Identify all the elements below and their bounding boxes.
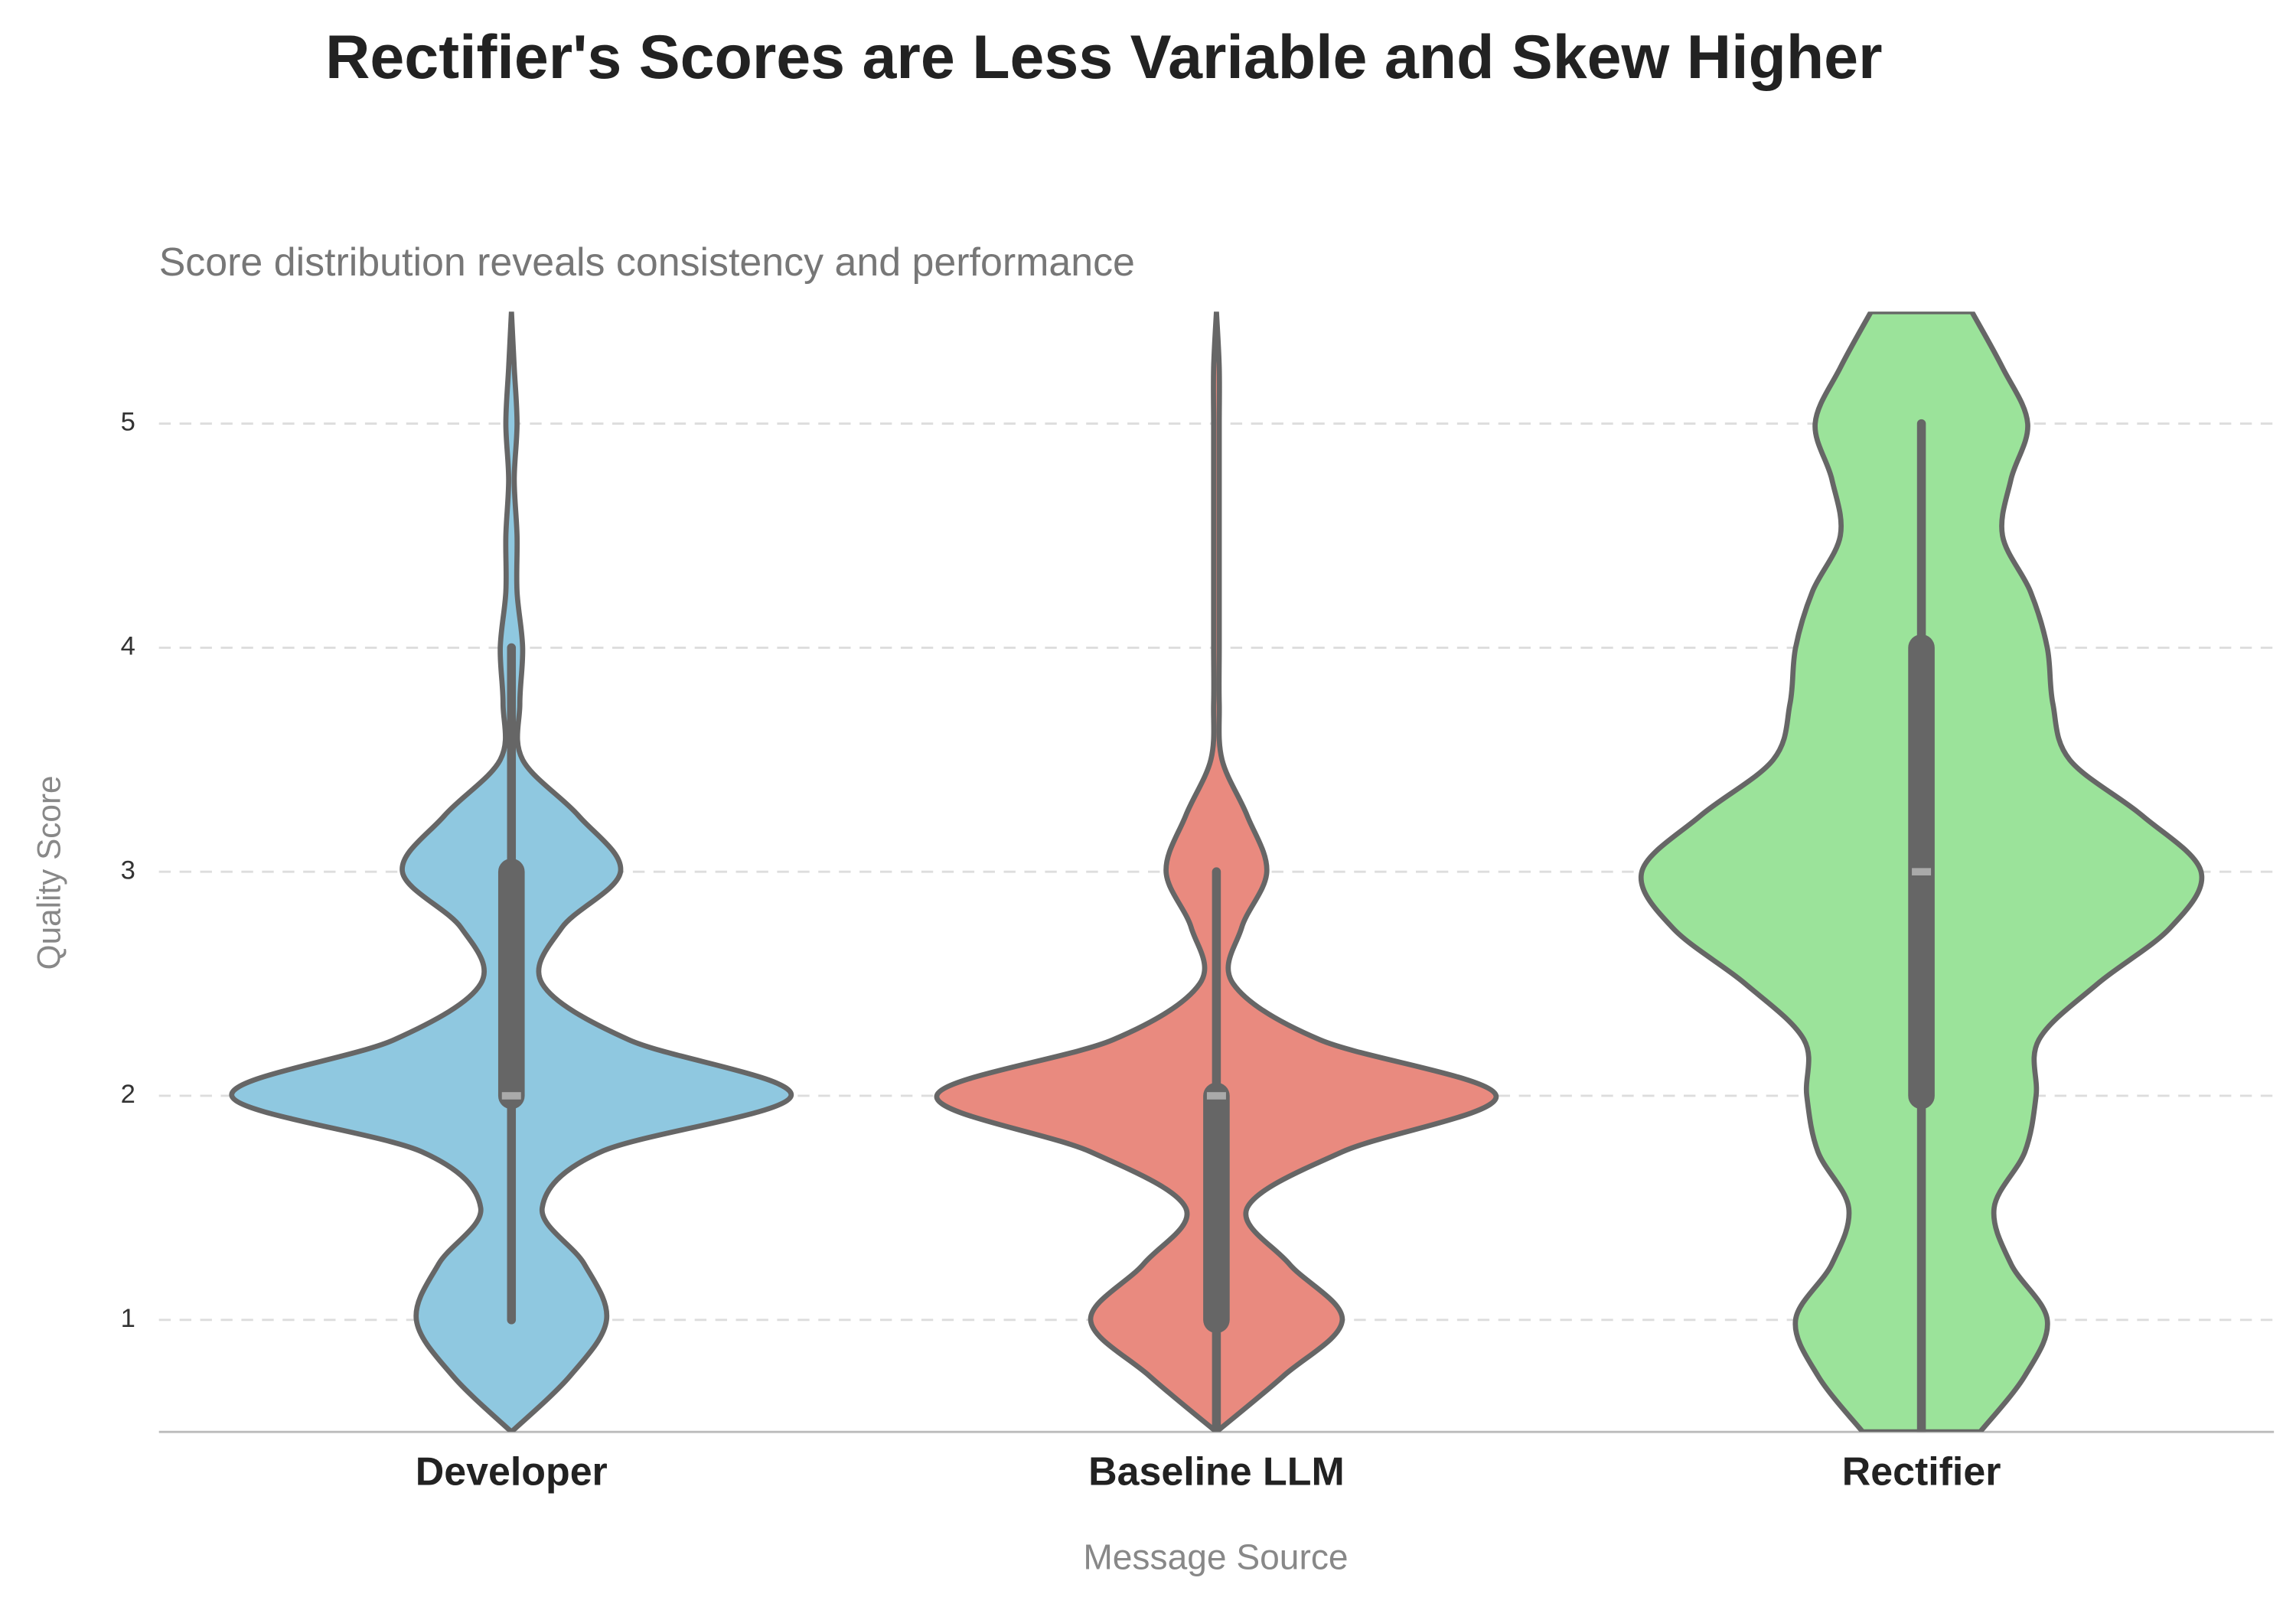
y-tick-label: 5 bbox=[121, 408, 135, 437]
median bbox=[500, 1090, 523, 1101]
x-tick-label: Developer bbox=[416, 1450, 608, 1495]
plot-area bbox=[229, 311, 2205, 1433]
median bbox=[1910, 866, 1933, 877]
y-tick-label: 1 bbox=[121, 1304, 135, 1333]
chart-title: Rectifier's Scores are Less Variable and… bbox=[325, 23, 1882, 92]
x-tick-label: Rectifier bbox=[1842, 1450, 2001, 1495]
y-tick-label: 2 bbox=[121, 1080, 135, 1109]
chart-subtitle: Score distribution reveals consistency a… bbox=[159, 240, 1135, 285]
y-axis-label: Quality Score bbox=[31, 775, 67, 970]
y-tick-label: 3 bbox=[121, 856, 135, 885]
y-tick-label: 4 bbox=[121, 632, 135, 661]
median bbox=[1205, 1090, 1228, 1101]
x-axis-label: Message Source bbox=[1083, 1537, 1348, 1577]
x-tick-label: Baseline LLM bbox=[1088, 1450, 1345, 1495]
